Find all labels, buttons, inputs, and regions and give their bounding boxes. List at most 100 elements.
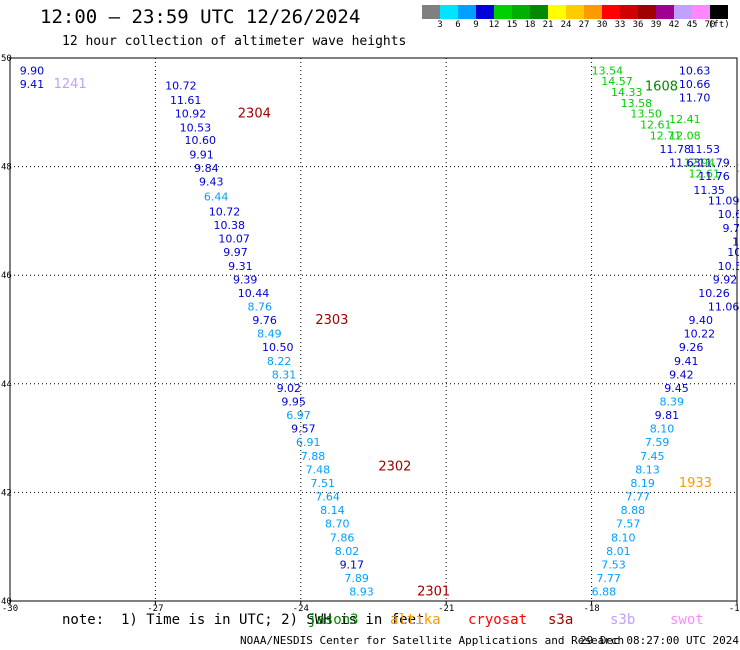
- legend-swatch: [422, 5, 440, 19]
- wave-height-label: 9.45: [664, 382, 689, 395]
- legend-swatch: [584, 5, 602, 19]
- wave-height-label: 9.7: [722, 222, 740, 235]
- legend-label: 39: [650, 20, 662, 30]
- wave-height-label: 9.31: [228, 260, 253, 273]
- legend-label: 42: [668, 20, 680, 30]
- wave-height-label: 7.86: [330, 531, 355, 544]
- legend-label: 24: [560, 20, 572, 30]
- legend-label: 9: [473, 20, 479, 30]
- wave-height-label: 9.42: [669, 368, 694, 381]
- wave-height-label: 6.97: [286, 409, 311, 422]
- wave-height-label: 9.26: [679, 341, 704, 354]
- wave-height-label: 10.26: [698, 287, 730, 300]
- wave-height-label: 10.52: [718, 260, 740, 273]
- y-tick-label: 50: [1, 54, 12, 64]
- wave-height-label: 8.31: [272, 368, 297, 381]
- wave-height-label: 12.41: [669, 113, 701, 126]
- wave-height-label: 9.92: [713, 273, 738, 286]
- legend-label: 45: [686, 20, 698, 30]
- wave-height-label: 9.91: [189, 148, 214, 161]
- wave-height-label: 7.89: [344, 572, 369, 585]
- wave-height-label: 2: [737, 162, 740, 175]
- page-subtitle: 12 hour collection of altimeter wave hei…: [62, 34, 407, 49]
- wave-height-label: 9.97: [223, 246, 248, 259]
- legend-swatch: [566, 5, 584, 19]
- wave-height-label: 11.53: [689, 143, 721, 156]
- wave-height-label: 8.39: [659, 396, 684, 409]
- wave-height-label: 10.22: [684, 328, 716, 341]
- legend-swatch: [638, 5, 656, 19]
- wave-height-label: 7.88: [301, 450, 326, 463]
- wave-height-label: 7.77: [596, 572, 621, 585]
- x-tick-label: -21: [438, 604, 454, 614]
- wave-height-label: 7.77: [626, 491, 651, 504]
- legend-swatch: [620, 5, 638, 19]
- wave-height-label: 8.76: [247, 300, 272, 313]
- wave-height-label: 7.64: [315, 491, 340, 504]
- wave-height-label: 9.43: [199, 176, 224, 189]
- wave-height-label: 6.44: [204, 190, 229, 203]
- wave-height-label: 13.50: [630, 108, 662, 121]
- wave-height-label: 10.07: [218, 233, 250, 246]
- wave-height-label: 14.57: [601, 75, 633, 88]
- pass-id-label: 1608: [645, 80, 678, 95]
- wave-height-label: 9.17: [340, 558, 365, 571]
- wave-height-label: 8.10: [611, 531, 636, 544]
- plot-frame: [9, 57, 738, 602]
- wave-height-label: 11.63: [669, 157, 701, 170]
- wave-height-label: 8.88: [621, 504, 646, 517]
- wave-height-label: 12.08: [669, 129, 701, 142]
- legend-swatch: [674, 5, 692, 19]
- wave-height-label: 12.61: [689, 167, 721, 180]
- y-tick-label: 46: [1, 271, 12, 281]
- wave-height-label: 10.53: [180, 121, 212, 134]
- footer-timestamp: 29 Dec 08:27:00 UTC 2024: [580, 634, 739, 647]
- wave-labels: 9.909.41 1241 10.7211.6110.9210.5310.609.9…: [20, 64, 740, 612]
- wave-height-label: 10.92: [175, 108, 207, 121]
- pass-id-label: 2301: [417, 585, 450, 600]
- legend-swatch: [476, 5, 494, 19]
- wave-height-label: 7.51: [310, 477, 335, 490]
- wave-height-label: 8.22: [267, 355, 292, 368]
- x-tick-label: -30: [2, 604, 18, 614]
- wave-height-label: 7.57: [616, 518, 641, 531]
- wave-height-label: 11.35: [693, 184, 725, 197]
- legend-label: 3: [437, 20, 443, 30]
- wave-height-label: 12.71: [650, 129, 682, 142]
- legend-label: 15: [506, 20, 518, 30]
- legend-label: 70: [704, 20, 716, 30]
- pass-id-label: 2302: [378, 460, 411, 475]
- satellite-label: swot: [670, 612, 704, 628]
- satellite-label: altika: [390, 612, 441, 628]
- wave-height-label: 11.09: [708, 195, 740, 208]
- legend-label: 21: [542, 20, 554, 30]
- wave-height-label: 9.41: [674, 355, 699, 368]
- legend-swatch: [494, 5, 512, 19]
- legend-label: 33: [614, 20, 626, 30]
- wave-height-label: 8.70: [325, 518, 350, 531]
- color-scale-legend: [422, 5, 728, 19]
- footer-credit: NOAA/NESDIS Center for Satellite Applica…: [240, 634, 625, 647]
- wave-height-label: 8.19: [630, 477, 655, 490]
- footer-note: note: 1) Time is in UTC; 2) SWH is in fe…: [62, 612, 425, 628]
- page-title: 12:00 – 23:59 UTC 12/26/2024: [40, 6, 361, 28]
- wave-height-label: 10.60: [184, 134, 216, 147]
- wave-height-label: 7.91: [354, 599, 379, 612]
- wave-height-label: 7.53: [601, 558, 626, 571]
- satellite-label: s3b: [610, 612, 636, 628]
- wave-height-label: 12.94: [684, 157, 716, 170]
- wave-height-label: 10.72: [165, 79, 197, 92]
- wave-height-label: 9.84: [194, 162, 219, 175]
- wave-height-label: 9.41: [20, 78, 45, 91]
- pass-id-label: 2303: [315, 313, 348, 328]
- wave-height-label: 6.91: [296, 436, 321, 449]
- x-tick-label: -15: [729, 604, 740, 614]
- wave-height-label: 10.44: [238, 287, 270, 300]
- y-tick-label: 42: [1, 488, 12, 498]
- wave-height-label: 12.61: [640, 119, 672, 132]
- x-tick-label: -24: [293, 604, 309, 614]
- wave-height-label: 7.45: [640, 450, 665, 463]
- wave-height-label: 8.93: [349, 586, 374, 599]
- wave-height-label: 9.95: [281, 396, 306, 409]
